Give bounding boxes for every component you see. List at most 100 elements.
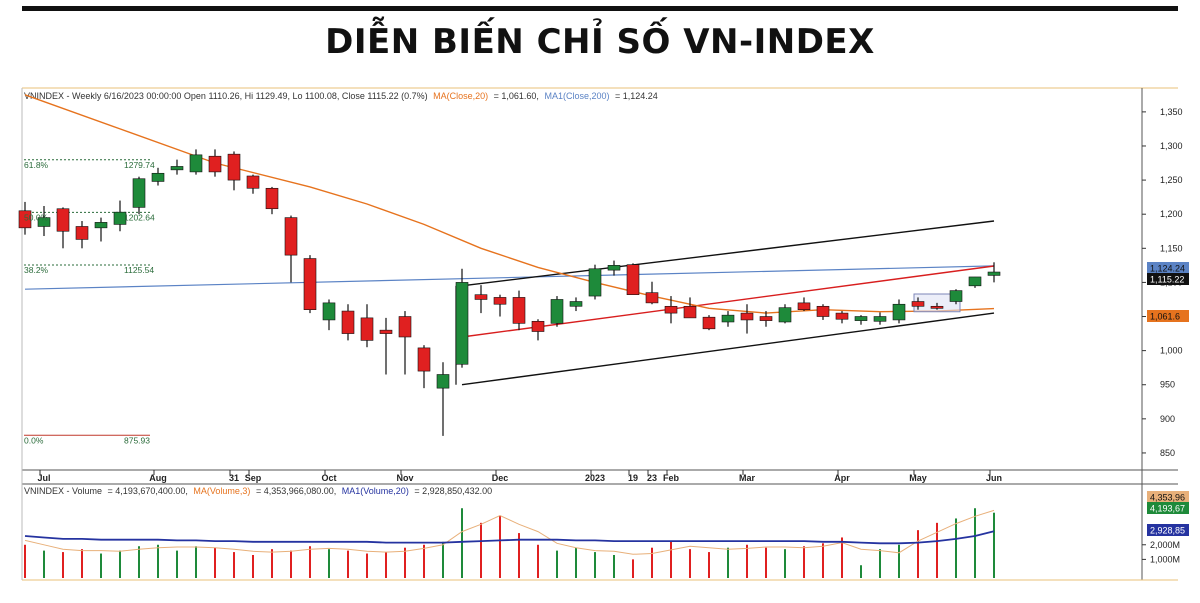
price-axis-badge (1147, 310, 1189, 322)
candle-up (550, 299, 564, 324)
candle-down (246, 175, 260, 189)
price-axis-badge-text: 1,115.22 (1150, 275, 1184, 285)
fib-level-value: 1202.64 (124, 212, 155, 222)
page-title: DIỄN BIẾN CHỈ SỐ VN-INDEX (325, 22, 875, 62)
channel-lower-line (461, 312, 995, 386)
candle-up (189, 154, 203, 173)
volume-header-prefix: VNINDEX - Volume (24, 486, 102, 496)
candle-up (987, 271, 1001, 276)
candle-down (512, 297, 526, 324)
y-tick-label: 1,300 (1160, 141, 1183, 151)
x-tick-label: Jul (37, 473, 50, 483)
x-tick-label: May (909, 473, 927, 483)
candle-down (664, 305, 678, 314)
fib-level-value: 875.93 (124, 435, 150, 445)
candle-down (303, 258, 317, 310)
candle-down (835, 312, 849, 320)
candle-up (854, 316, 868, 321)
candle-up (968, 276, 982, 287)
candle-down (930, 305, 944, 309)
candle-up (949, 290, 963, 302)
candle-down (18, 210, 32, 229)
volume-axis-badge-text: 4,353,96 (1150, 493, 1185, 503)
fib-level-value: 1279.74 (124, 160, 155, 170)
y-tick-label: 1,200 (1160, 209, 1183, 219)
candle-down (227, 153, 241, 181)
x-tick-label: Dec (492, 473, 509, 483)
fib-level-percent: 61.8% (24, 160, 49, 170)
candle-down (816, 305, 830, 317)
y-tick-label: 1,350 (1160, 107, 1183, 117)
candle-down (911, 301, 925, 307)
volume-ma3-line (24, 509, 995, 555)
y-tick-label: 900 (1160, 414, 1175, 424)
price-axis-badge-text: 1,124.24 (1150, 264, 1185, 274)
volume-header: VNINDEX - Volume = 4,193,670,400.00, MA(… (24, 486, 492, 496)
fib-level-value: 1125.54 (124, 265, 154, 275)
candle-up (569, 301, 583, 307)
price-header-ma1-val: = 1,124.24 (615, 91, 658, 101)
volume-header-ma1: MA1(Volume,20) (342, 486, 409, 496)
volume-axis-badge (1147, 502, 1189, 514)
volume-axis-badge (1147, 491, 1189, 503)
candle-down (208, 155, 222, 173)
candle-up (436, 374, 450, 389)
price-header-ma: MA(Close,20) (433, 91, 488, 101)
candle-up (455, 282, 469, 365)
price-axis-badge (1147, 262, 1189, 274)
candle-down (531, 320, 545, 332)
candle-down (379, 329, 393, 334)
volume-header-vol-val: = 4,193,670,400.00, (108, 486, 188, 496)
price-header-prefix: VNINDEX - Weekly 6/16/2023 00:00:00 Open… (24, 91, 428, 101)
fib-level-percent: 0.0% (24, 435, 44, 445)
candle-up (170, 166, 184, 171)
volume-header-ma1-val: = 2,928,850,432.00 (414, 486, 492, 496)
candle-up (151, 172, 165, 182)
x-tick-label: 23 (647, 473, 657, 483)
trend-red-line (461, 265, 995, 338)
volume-tick-label: 1,000M (1150, 554, 1180, 564)
x-tick-label: 31 (229, 473, 239, 483)
candle-up (132, 178, 146, 208)
x-tick-label: 19 (628, 473, 638, 483)
candle-down (341, 310, 355, 334)
volume-axis-badge-text: 2,928,85 (1150, 526, 1185, 536)
ma200-line (24, 265, 995, 290)
price-axis-badge-text: 1,061.6 (1150, 312, 1180, 322)
x-tick-label: Jun (986, 473, 1002, 483)
price-axis-badge (1147, 273, 1189, 285)
fib-level-percent: 50.0% (24, 212, 49, 222)
top-rule (22, 6, 1178, 11)
candle-down (740, 312, 754, 321)
volume-header-ma-val: = 4,353,966,080.00, (256, 486, 336, 496)
candle-up (322, 302, 336, 321)
candle-up (588, 268, 602, 297)
x-tick-label: Nov (396, 473, 413, 483)
candle-down (75, 226, 89, 240)
y-tick-label: 1,150 (1160, 243, 1183, 253)
candle-up (892, 303, 906, 321)
candle-down (398, 316, 412, 338)
price-header-ma1: MA1(Close,200) (544, 91, 609, 101)
candle-down (284, 217, 298, 256)
candle-down (626, 264, 640, 295)
candle-down (702, 316, 716, 330)
volume-ma20-line (24, 530, 995, 545)
price-header: VNINDEX - Weekly 6/16/2023 00:00:00 Open… (24, 91, 658, 101)
x-tick-label: Aug (149, 473, 167, 483)
candle-down (474, 294, 488, 300)
volume-tick-label: 2,000M (1150, 540, 1180, 550)
ma20-line (24, 94, 995, 314)
candle-up (873, 316, 887, 322)
x-tick-label: Apr (834, 473, 850, 483)
candle-down (265, 187, 279, 210)
candle-down (56, 208, 70, 232)
candle-up (721, 314, 735, 323)
candle-down (797, 302, 811, 310)
fib-level-percent: 38.2% (24, 265, 49, 275)
candle-up (113, 211, 127, 225)
candle-up (607, 265, 621, 271)
volume-header-ma: MA(Volume,3) (193, 486, 250, 496)
volume-axis-badge (1147, 524, 1189, 536)
